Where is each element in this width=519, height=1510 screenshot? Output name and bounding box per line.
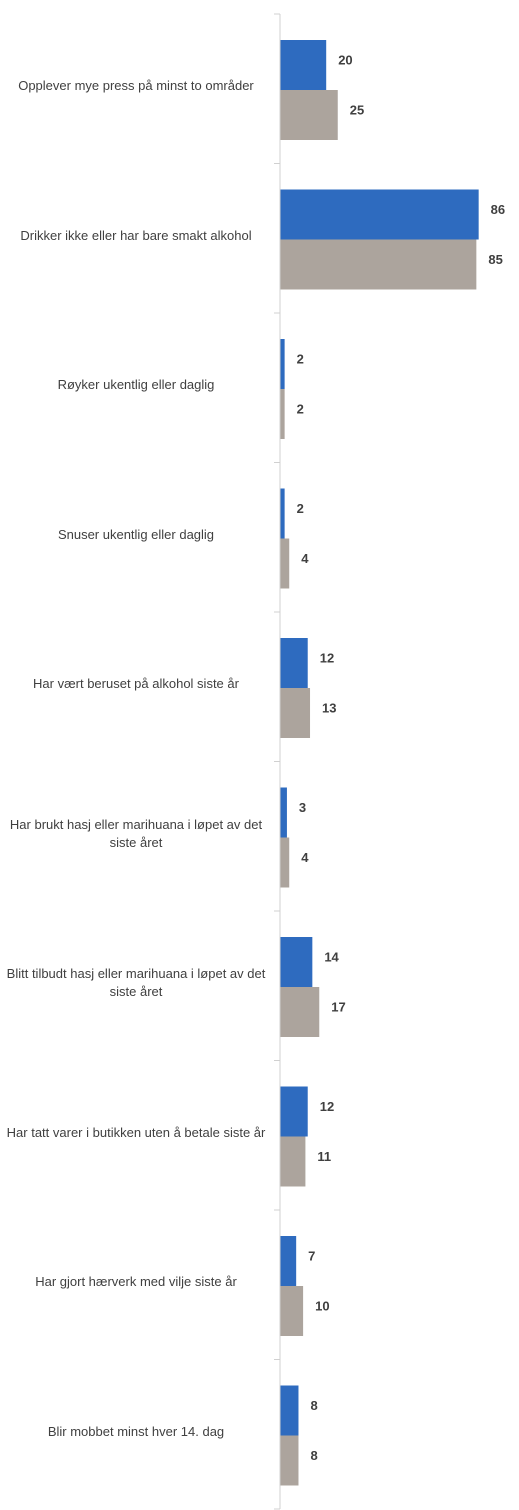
- category-label: Har brukt hasj eller marihuana i løpet a…: [9, 816, 263, 850]
- bar: [280, 389, 285, 439]
- value-label: 20: [338, 52, 352, 67]
- bar: [280, 638, 308, 688]
- value-label: 10: [315, 1298, 329, 1313]
- category-label: Røyker ukentlig eller daglig: [57, 377, 215, 392]
- bar: [280, 1136, 306, 1187]
- category-label: Snuser ukentlig eller daglig: [57, 526, 215, 542]
- bar: [280, 1385, 299, 1436]
- bar: [280, 937, 313, 987]
- value-label: 2: [297, 351, 304, 366]
- value-label: 11: [317, 1149, 331, 1164]
- value-label: 85: [488, 252, 502, 267]
- value-label: 17: [331, 999, 345, 1014]
- value-label: 12: [320, 1099, 334, 1114]
- value-label: 14: [324, 949, 339, 964]
- bar: [280, 1236, 297, 1286]
- bar: [280, 1286, 304, 1336]
- bar: [280, 90, 338, 140]
- bar: [280, 538, 290, 589]
- value-label: 25: [350, 102, 364, 117]
- bar: [280, 189, 479, 240]
- value-label: 7: [308, 1248, 315, 1263]
- bar: [280, 787, 287, 838]
- category-label: Har vært beruset på alkohol siste år: [33, 676, 239, 691]
- value-label: 4: [301, 551, 309, 566]
- value-label: 8: [310, 1398, 317, 1413]
- category-label: Opplever mye press på minst to områder: [18, 78, 254, 93]
- value-label: 13: [322, 700, 336, 715]
- value-label: 12: [320, 650, 334, 665]
- bar: [280, 987, 320, 1037]
- category-label: Blir mobbet minst hver 14. dag: [47, 1423, 225, 1439]
- value-label: 4: [301, 850, 309, 865]
- value-label: 2: [297, 501, 304, 516]
- bar: [280, 688, 311, 738]
- value-label: 8: [310, 1448, 317, 1463]
- value-label: 3: [299, 800, 306, 815]
- category-label: Har tatt varer i butikken uten å betale …: [6, 1124, 266, 1140]
- bar: [280, 1086, 308, 1137]
- bar: [280, 837, 290, 888]
- value-label: 86: [491, 202, 505, 217]
- value-label: 2: [297, 401, 304, 416]
- bar: [280, 488, 285, 539]
- bar: [280, 1435, 299, 1486]
- bar: [280, 339, 285, 389]
- category-label: Har gjort hærverk med vilje siste år: [35, 1274, 237, 1289]
- category-label: Blitt tilbudt hasj eller marihuana i løp…: [6, 966, 266, 999]
- bar: [280, 40, 327, 90]
- category-label: Drikker ikke eller har bare smakt alkoho…: [20, 227, 252, 243]
- bar: [280, 239, 477, 290]
